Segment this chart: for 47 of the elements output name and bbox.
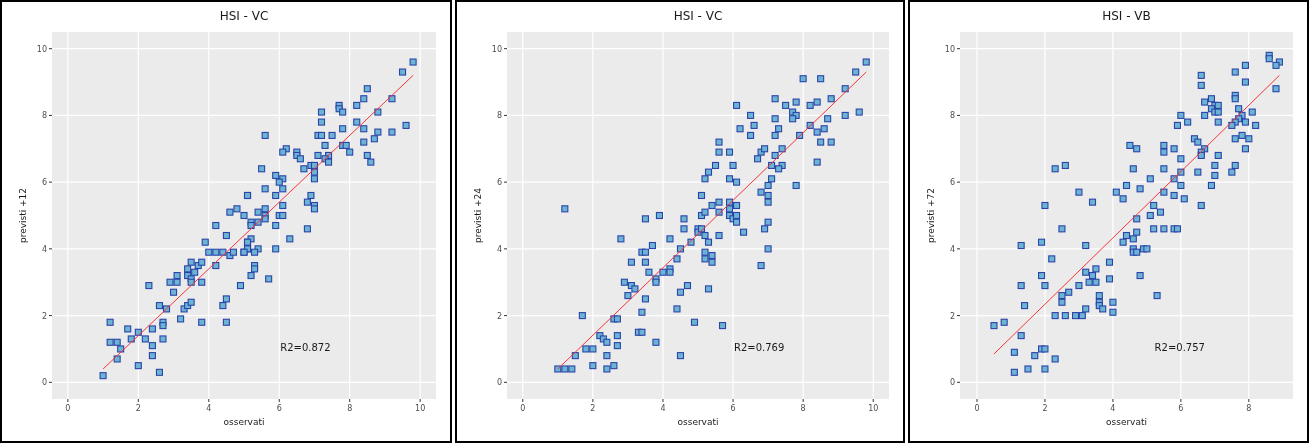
x-axis-title: osservati <box>1106 417 1147 427</box>
chart-title: HSI - VC <box>673 9 723 23</box>
x-tick-label: 4 <box>206 404 212 413</box>
annotation: R2=0.872 <box>280 342 331 354</box>
x-tick-label: 10 <box>868 404 879 413</box>
y-tick-label: 2 <box>949 311 955 321</box>
y-tick-label: 6 <box>41 178 47 188</box>
chart-title: HSI - VB <box>1102 9 1151 23</box>
x-tick-label: 6 <box>276 404 282 413</box>
y-axis-title: previsti +12 <box>18 187 28 244</box>
x-tick-label: 4 <box>660 404 666 413</box>
x-tick-label: 10 <box>415 404 426 413</box>
y-tick-label: 10 <box>36 44 47 54</box>
x-tick-label: 2 <box>1042 404 1048 413</box>
y-axis-title: previsti +24 <box>473 187 483 244</box>
y-tick-label: 4 <box>949 244 955 254</box>
x-axis-title: osservati <box>223 417 265 427</box>
annotation: R2=0.757 <box>1154 342 1205 354</box>
y-tick-label: 6 <box>496 178 502 188</box>
x-tick-label: 4 <box>1110 404 1116 413</box>
y-tick-label: 4 <box>496 244 502 254</box>
x-tick-label: 0 <box>974 404 980 413</box>
y-tick-label: 0 <box>949 378 955 388</box>
y-tick-label: 8 <box>949 111 955 121</box>
y-tick-label: 0 <box>496 378 502 388</box>
x-tick-label: 0 <box>520 404 526 413</box>
y-tick-label: 0 <box>41 378 47 388</box>
x-tick-label: 0 <box>65 404 71 413</box>
y-tick-label: 4 <box>41 244 47 254</box>
x-tick-label: 2 <box>135 404 141 413</box>
y-tick-label: 10 <box>944 44 955 54</box>
x-tick-label: 2 <box>590 404 596 413</box>
x-tick-label: 8 <box>347 404 353 413</box>
y-tick-label: 10 <box>491 44 502 54</box>
x-axis-title: osservati <box>677 417 719 427</box>
chart-title: HSI - VC <box>219 9 269 23</box>
x-tick-label: 6 <box>1178 404 1184 413</box>
y-tick-label: 2 <box>496 311 502 321</box>
y-tick-label: 2 <box>41 311 47 321</box>
annotation: R2=0.769 <box>733 342 785 354</box>
x-tick-label: 8 <box>1246 404 1252 413</box>
y-tick-label: 8 <box>496 111 502 121</box>
y-tick-label: 6 <box>949 178 955 188</box>
x-tick-label: 6 <box>730 404 736 413</box>
x-tick-label: 8 <box>800 404 806 413</box>
y-axis-title: previsti +72 <box>926 187 936 244</box>
y-tick-label: 8 <box>41 111 47 121</box>
